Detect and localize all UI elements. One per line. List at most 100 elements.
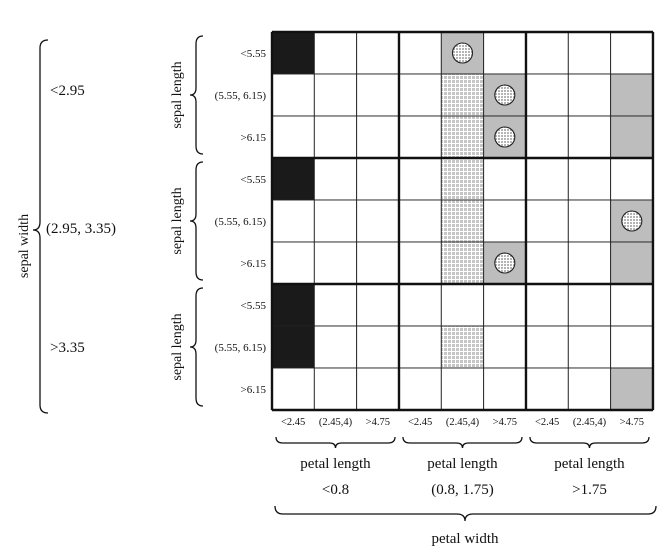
sepal-length-bin-label: <5.55 [241, 300, 267, 312]
petal-length-bin-label: >4.75 [366, 417, 390, 428]
sepal-length-label: sepal length [170, 313, 185, 380]
petal-length-braces: petal length <0.8 petal length (0.8, 1.75) p… [275, 436, 650, 498]
grid-cell [356, 31, 400, 75]
petal-width-group-label: (0.8, 1.75) [431, 482, 494, 498]
grid-cell [313, 325, 358, 369]
grid-cell [525, 241, 569, 285]
grid-cell [610, 73, 654, 117]
petal-length-bin-label: >4.75 [620, 417, 644, 428]
grid-cell [313, 241, 358, 285]
grid-cell [567, 367, 612, 411]
grid-cell [313, 283, 358, 327]
grid-cell [525, 115, 569, 159]
petal-length-brace [275, 436, 396, 449]
sepal-length-bin-label: >6.15 [241, 258, 267, 270]
grid-cell [398, 283, 442, 327]
grid-cell [610, 157, 654, 201]
grid-cell [610, 241, 654, 285]
grid-cell [440, 73, 485, 117]
grid-cell [398, 241, 442, 285]
sepal-length-bin-label: >6.15 [241, 384, 267, 396]
grid-cell [610, 115, 654, 159]
grid-cell [398, 115, 442, 159]
petal-length-brace [529, 436, 650, 449]
grid-cell [313, 367, 358, 411]
grid-cell [271, 241, 315, 285]
grid-cell [567, 115, 612, 159]
grid-cell [525, 367, 569, 411]
grid-cell [440, 241, 485, 285]
circle-marker [494, 84, 516, 106]
grid-cell [271, 283, 315, 327]
sepal-length-brace [189, 161, 204, 281]
grid-cell [610, 325, 654, 369]
petal-length-bin-label: (2.45,4) [319, 417, 353, 428]
grid-cell [567, 199, 612, 243]
petal-length-label: petal length [300, 456, 371, 472]
grid-cell [356, 325, 400, 369]
grid-cell [440, 325, 485, 369]
data-grid [270, 30, 655, 412]
grid-cell [567, 31, 612, 75]
petal-length-brace [402, 436, 523, 449]
grid-cell [271, 325, 315, 369]
sepal-length-bin-label: (5.55, 6.15) [215, 90, 267, 102]
grid-cell [398, 367, 442, 411]
grid-cell [356, 73, 400, 117]
grid-cell [398, 325, 442, 369]
grid-cell [440, 115, 485, 159]
petal-length-bin-label: <2.45 [408, 417, 432, 428]
sepal-length-bin-label: (5.55, 6.15) [215, 342, 267, 354]
grid-cell [440, 367, 485, 411]
grid-cell [398, 31, 442, 75]
grid-cell [271, 31, 315, 75]
grid-cell [440, 283, 485, 327]
grid-cell [483, 367, 527, 411]
sepal-length-bin-label: <5.55 [241, 174, 267, 186]
grid-cell [313, 31, 358, 75]
sepal-length-label: sepal length [170, 187, 185, 254]
grid-cell [398, 157, 442, 201]
grid-cell [567, 325, 612, 369]
grid-cell [356, 367, 400, 411]
grid-cell [483, 325, 527, 369]
grid-cell [356, 157, 400, 201]
petal-width-brace [274, 505, 657, 522]
grid-cell [525, 157, 569, 201]
grid-cell [313, 157, 358, 201]
grid-cell [525, 199, 569, 243]
grid-cell [525, 325, 569, 369]
petal-width-label: petal width [431, 531, 499, 547]
circle-marker [451, 42, 474, 64]
sepal-width-group-3: >3.35 [50, 340, 85, 356]
grid-cell [483, 199, 527, 243]
grid-cell [525, 73, 569, 117]
sepal-length-bin-label: <5.55 [241, 48, 267, 60]
grid-cell [440, 157, 485, 201]
petal-width-group-label: >1.75 [572, 482, 607, 498]
grid-cell [567, 157, 612, 201]
grid-cell [356, 241, 400, 285]
sepal-length-bin-label: >6.15 [241, 132, 267, 144]
grid-cell [356, 115, 400, 159]
grid-cell [440, 199, 485, 243]
petal-width-group-label: <0.8 [322, 482, 349, 498]
grid-cell [483, 283, 527, 327]
grid-cell [271, 115, 315, 159]
grid-cell [313, 115, 358, 159]
grid-cell [271, 367, 315, 411]
grid-cell [567, 283, 612, 327]
grid-cell [398, 73, 442, 117]
grid-cell [567, 241, 612, 285]
petal-length-label: petal length [554, 456, 625, 472]
petal-length-bin-label: (2.45,4) [573, 417, 607, 428]
petal-length-bin-label: <2.45 [281, 417, 305, 428]
sepal-length-bin-label: (5.55, 6.15) [215, 216, 267, 228]
sepal-width-group-1: <2.95 [50, 83, 85, 99]
grid-cell [356, 199, 400, 243]
sepal-length-brace [189, 287, 204, 407]
petal-length-bin-label: (2.45,4) [446, 417, 480, 428]
grid-cell [525, 31, 569, 75]
grid-cell [271, 199, 315, 243]
grid-cell [271, 73, 315, 117]
